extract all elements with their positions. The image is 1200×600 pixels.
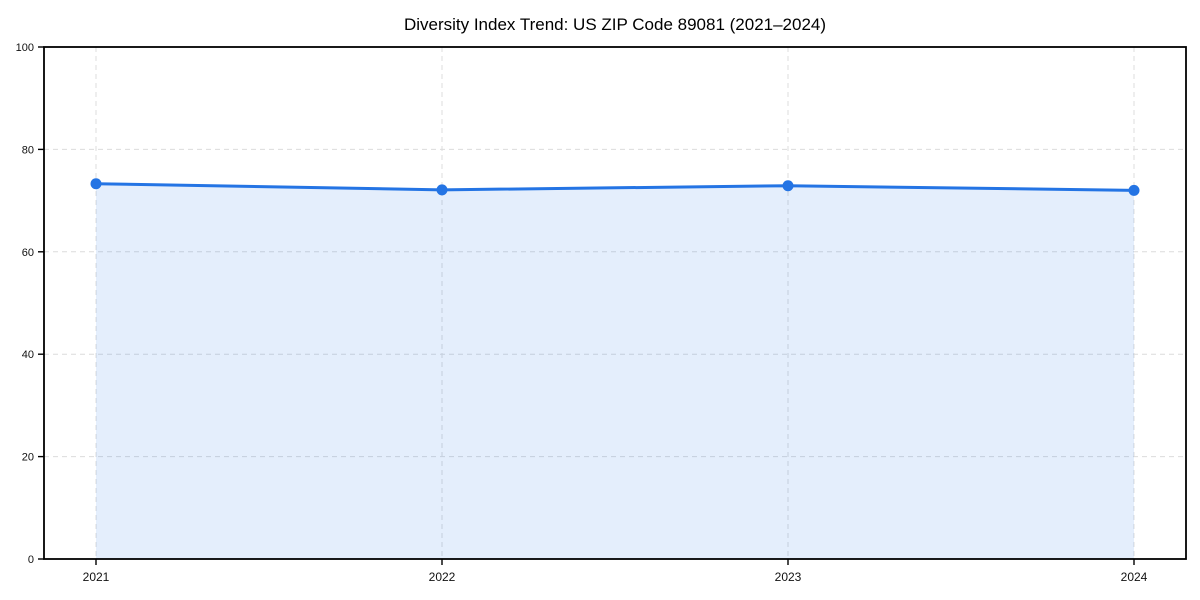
data-point-2024 [1128, 184, 1140, 196]
chart-title: Diversity Index Trend: US ZIP Code 89081… [403, 15, 827, 34]
area-fill [96, 183, 1134, 560]
y-tick-label-40: 40 [22, 349, 34, 361]
y-tick-label-80: 80 [22, 144, 34, 156]
x-tick-label-2021: 2021 [83, 570, 110, 584]
y-tick-label-0: 0 [28, 554, 34, 566]
y-tick-label-100: 100 [16, 42, 34, 54]
data-point-2023 [782, 180, 794, 192]
plot-border [43, 46, 1187, 560]
y-tick-label-20: 20 [22, 452, 34, 464]
trend-line [94, 182, 1136, 192]
data-point-2022 [436, 184, 448, 196]
x-tick-label-2023: 2023 [775, 570, 802, 584]
data-point-2021 [90, 178, 102, 190]
x-tick-label-2022: 2022 [429, 570, 456, 584]
x-tick-label-2024: 2024 [1121, 570, 1148, 584]
y-tick-label-60: 60 [22, 247, 34, 259]
